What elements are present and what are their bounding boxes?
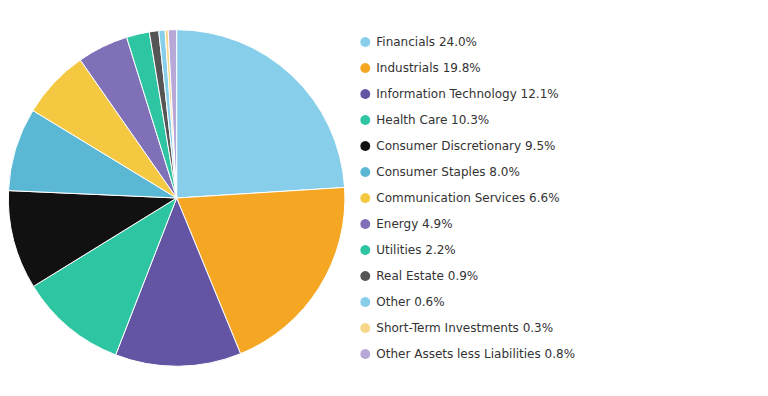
svg-text:Consumer Discretionary 9.5%: Consumer Discretionary 9.5% xyxy=(376,139,555,153)
svg-text:Short-Term Investments 0.3%: Short-Term Investments 0.3% xyxy=(376,321,553,335)
svg-text:Industrials 19.8%: Industrials 19.8% xyxy=(376,61,480,75)
svg-text:Consumer Staples 8.0%: Consumer Staples 8.0% xyxy=(376,165,520,179)
svg-text:Utilities 2.2%: Utilities 2.2% xyxy=(376,243,455,257)
svg-text:Communication Services 6.6%: Communication Services 6.6% xyxy=(376,191,559,205)
svg-text:Information Technology 12.1%: Information Technology 12.1% xyxy=(376,87,558,101)
svg-text:Financials 24.0%: Financials 24.0% xyxy=(376,35,477,49)
svg-text:Health Care 10.3%: Health Care 10.3% xyxy=(376,113,489,127)
svg-text:Other Assets less Liabilities: Other Assets less Liabilities 0.8% xyxy=(376,347,575,361)
svg-text:Energy 4.9%: Energy 4.9% xyxy=(376,217,452,231)
svg-text:Real Estate 0.9%: Real Estate 0.9% xyxy=(376,269,478,283)
svg-text:Other 0.6%: Other 0.6% xyxy=(376,295,444,309)
